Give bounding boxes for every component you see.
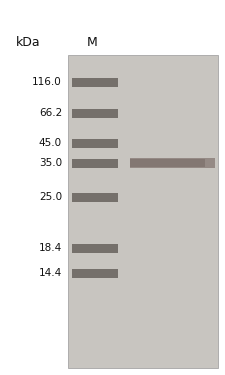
Bar [72, 268, 118, 278]
Bar [72, 78, 118, 87]
Bar [72, 192, 118, 201]
Bar [72, 159, 118, 168]
Bar [130, 159, 205, 167]
Bar [130, 158, 215, 168]
Text: 45.0: 45.0 [39, 138, 62, 148]
Text: M: M [87, 36, 97, 48]
Text: 25.0: 25.0 [39, 192, 62, 202]
Bar [72, 108, 118, 117]
Text: 35.0: 35.0 [39, 158, 62, 168]
Bar [72, 138, 118, 147]
Bar [68, 55, 218, 368]
Text: 14.4: 14.4 [39, 268, 62, 278]
Text: 66.2: 66.2 [39, 108, 62, 118]
Text: 18.4: 18.4 [39, 243, 62, 253]
Text: kDa: kDa [16, 36, 40, 48]
Bar [72, 243, 118, 252]
Text: 116.0: 116.0 [32, 77, 62, 87]
